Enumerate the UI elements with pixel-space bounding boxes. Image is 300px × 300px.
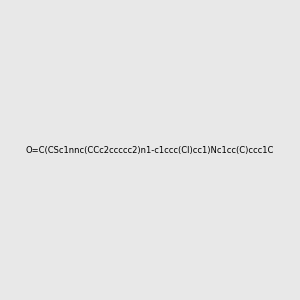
Text: O=C(CSc1nnc(CCc2ccccc2)n1-c1ccc(Cl)cc1)Nc1cc(C)ccc1C: O=C(CSc1nnc(CCc2ccccc2)n1-c1ccc(Cl)cc1)N… <box>26 146 274 154</box>
